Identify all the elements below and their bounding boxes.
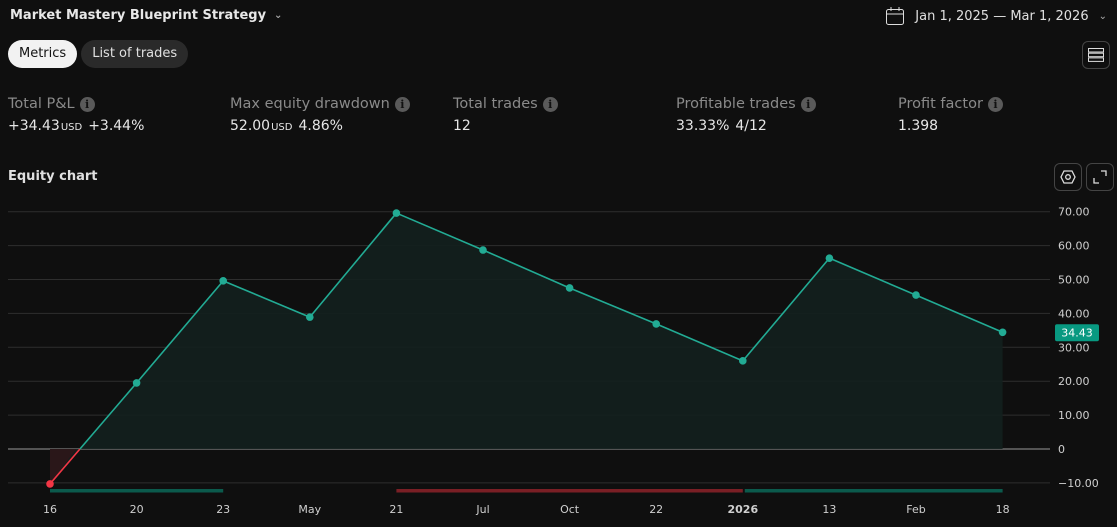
x-tick-label: Oct [560,503,580,516]
metric-unit: USD [271,122,293,133]
equity-area [50,213,1003,484]
info-icon[interactable]: i [987,96,1003,112]
menu-icon [1088,48,1104,62]
x-tick-label: 21 [389,503,403,516]
equity-point [652,320,660,328]
date-range-selector[interactable]: Jan 1, 2025 — Mar 1, 2026 ⌄ [885,6,1107,26]
metric-value: 33.33% [676,118,730,134]
y-tick-label: 50.00 [1058,274,1090,287]
settings-icon [1060,170,1076,184]
equity-line-segment [79,382,138,450]
date-range-text: Jan 1, 2025 — Mar 1, 2026 [915,8,1089,24]
metric-unit: USD [60,122,83,133]
equity-point [219,277,227,285]
y-tick-label: −10.00 [1058,477,1099,490]
metric-profitable-trades: Profitable trades i 33.33% 4/12 [676,96,816,134]
chart-title: Equity chart [8,169,98,184]
equity-line-segment [655,323,744,362]
metric-percent: 4.86% [298,118,343,134]
equity-chart: −10.00 0 10.00 20.00 30.00 40.00 50.00 60.00 70.… [8,206,1099,516]
equity-line-segment [309,212,398,318]
x-tick-label: 20 [130,503,144,516]
metric-ratio: 4/12 [735,118,767,134]
equity-line-segment [829,257,917,296]
last-value-badge [1055,324,1099,342]
equity-point [392,209,401,217]
y-tick-label: 70.00 [1058,206,1090,219]
y-tick-label: 10.00 [1058,409,1090,422]
x-tick-label: Jul [475,503,489,516]
equity-point [46,480,54,488]
equity-point [306,313,314,321]
equity-line-segment [915,294,1003,334]
calendar-icon [886,7,905,25]
x-tick-label: 18 [996,503,1010,516]
layout-menu-button[interactable] [1082,41,1110,69]
view-tabs: Metrics List of trades [8,40,189,68]
equity-line-segment [482,249,570,289]
x-tick-label: May [298,503,321,516]
metric-percent: +3.44% [88,118,145,134]
metric-label: Max equity drawdown [230,96,390,112]
metric-total-trades: Total trades i 12 [453,96,558,134]
metric-profit-factor: Profit factor i 1.398 [898,96,1003,134]
info-icon[interactable]: i [79,96,95,112]
x-tick-label: Feb [906,503,925,516]
metric-value: 12 [453,118,471,134]
equity-point [912,291,920,299]
metric-label: Profitable trades [676,96,796,112]
chevron-down-icon: ⌄ [1098,10,1107,22]
x-tick-label: 2026 [727,503,758,516]
info-icon[interactable]: i [800,96,816,112]
metric-value: 52.00 [230,118,271,134]
y-tick-label: 30.00 [1058,341,1090,354]
strategy-selector[interactable]: Market Mastery Blueprint Strategy ⌄ [10,8,282,23]
y-tick-label: 0 [1058,443,1065,456]
trade-band-win [50,489,224,493]
trade-band-win [744,489,1003,493]
expand-icon [1093,170,1107,184]
tab-list-of-trades[interactable]: List of trades [81,40,189,68]
equity-point [739,357,747,365]
equity-line-segment [742,257,831,362]
metric-value: 1.398 [898,118,939,134]
equity-line-segment [569,287,657,325]
metric-label: Total P&L [8,96,75,112]
info-icon[interactable]: i [542,96,558,112]
x-tick-label: 22 [649,503,663,516]
trade-band-loss [396,489,743,493]
equity-point [825,254,834,262]
y-tick-label: 20.00 [1058,375,1090,388]
equity-line-segment [222,280,311,318]
tab-metrics[interactable]: Metrics [8,40,78,68]
metric-value: +34.43 [8,118,60,134]
equity-line-segment [396,212,484,251]
metric-max-drawdown: Max equity drawdown i 52.00 USD 4.86% [230,96,410,134]
equity-point [479,246,487,254]
metric-label: Profit factor [898,96,983,112]
x-tick-label: 23 [216,503,230,516]
y-tick-label: 40.00 [1058,307,1090,320]
metric-total-pnl: Total P&L i +34.43 USD +3.44% [8,96,144,134]
metric-label: Total trades [453,96,538,112]
chart-settings-button[interactable] [1054,163,1082,191]
x-tick-label: 16 [43,503,57,516]
y-tick-label: 60.00 [1058,240,1090,253]
chevron-down-icon: ⌄ [274,10,283,21]
equity-point [998,328,1007,337]
chart-expand-button[interactable] [1086,163,1114,191]
equity-line-segment [135,280,224,384]
x-tick-label: 13 [822,503,836,516]
last-value-label: 34.43 [1061,326,1093,339]
equity-point [565,284,574,292]
info-icon[interactable]: i [394,96,410,112]
equity-point [132,379,141,387]
strategy-name: Market Mastery Blueprint Strategy [10,8,267,23]
equity-line-segment [49,448,81,485]
